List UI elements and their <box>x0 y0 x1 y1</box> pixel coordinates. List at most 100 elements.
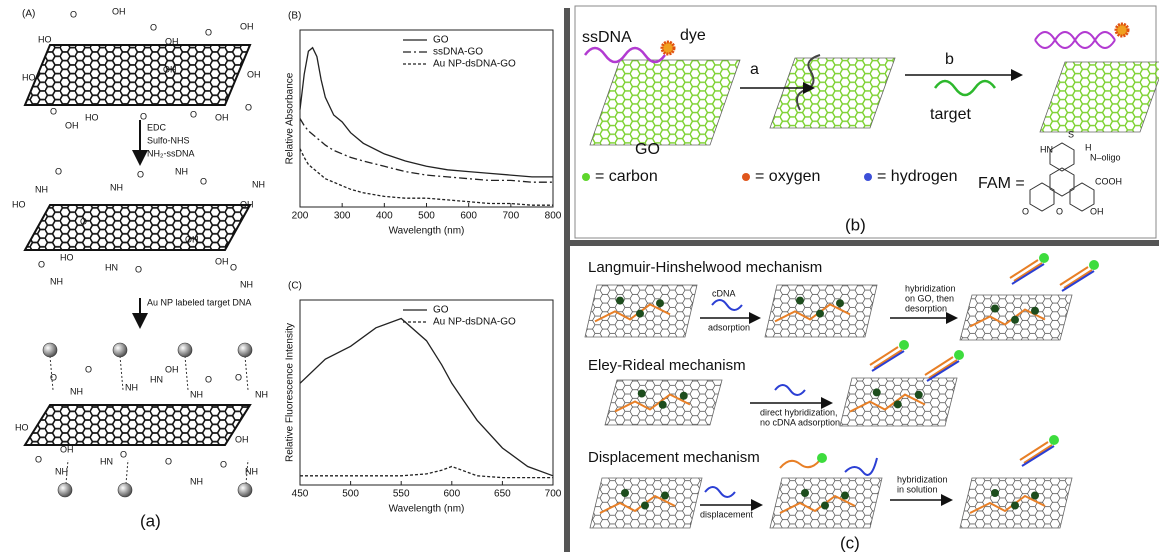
chem-label: OH <box>185 234 199 244</box>
chem-label: OH <box>165 36 179 46</box>
chem-label: NH <box>110 182 123 192</box>
free-probe <box>780 460 820 468</box>
x-tick-label: 450 <box>292 489 309 500</box>
series-line <box>300 149 553 206</box>
label: in solution <box>897 484 938 494</box>
dye <box>662 42 674 54</box>
linker <box>245 356 248 390</box>
chem-label: HN <box>100 456 113 466</box>
dye-dot <box>638 390 646 398</box>
graphene-sheet <box>25 45 250 105</box>
chem-label: O <box>1056 206 1063 216</box>
chem-label: OH <box>60 444 74 454</box>
y-axis-label: Relative Fluorescence Intensity <box>285 323 296 462</box>
chem-label: N–oligo <box>1090 152 1121 162</box>
dye-dot <box>661 492 669 500</box>
graphene-sheet <box>1040 62 1159 132</box>
label: hybridization <box>905 283 956 293</box>
dye-dot <box>836 299 844 307</box>
label: GO <box>635 141 660 158</box>
chem-label: NH <box>175 166 188 176</box>
chem-label: O <box>190 109 197 119</box>
duplex <box>925 357 957 378</box>
series-line <box>300 319 553 476</box>
dye-dot <box>991 489 999 497</box>
x-tick-label: 800 <box>545 211 562 222</box>
x-tick-label: 400 <box>376 211 393 222</box>
label: b <box>945 51 954 68</box>
chem-label: O <box>80 216 87 226</box>
divider <box>564 8 570 552</box>
mechanism-title: Displacement mechanism <box>588 449 760 466</box>
chem-label: O <box>230 262 237 272</box>
chem-label: O <box>235 372 242 382</box>
dye-dot <box>841 492 849 500</box>
chem-label: O <box>200 176 207 186</box>
dye-dot <box>680 392 688 400</box>
graphene-sheet <box>25 405 250 445</box>
dye-dot <box>894 400 902 408</box>
linker <box>185 356 188 390</box>
legend-label: Au NP-dsDNA-GO <box>433 317 516 328</box>
label: on GO, then <box>905 293 954 303</box>
dye-dot <box>1011 502 1019 510</box>
chem-label: HO <box>60 252 74 262</box>
dye-dot <box>1031 492 1039 500</box>
chem-label: O <box>35 454 42 464</box>
label: direct hybridization, <box>760 407 838 417</box>
chem-label: OH <box>215 112 229 122</box>
label: displacement <box>700 509 754 519</box>
chem-label: HO <box>38 34 52 44</box>
figure: (A)EDCSulfo-NHSNH₂-ssDNAAu NP labeled ta… <box>0 0 1159 552</box>
label: a <box>750 61 759 78</box>
graphene-sheet <box>770 58 895 128</box>
chem-label: OH <box>240 21 254 31</box>
chem-label: HN <box>105 262 118 272</box>
au-nanoparticle <box>58 483 72 497</box>
cdna <box>775 385 805 395</box>
x-tick-label: 650 <box>494 489 511 500</box>
chem-label: H <box>1085 142 1092 152</box>
dye <box>1116 24 1128 36</box>
chem-label: HN <box>1040 144 1053 154</box>
au-nanoparticle <box>113 343 127 357</box>
dye <box>1089 260 1099 270</box>
chem-label: O <box>150 22 157 32</box>
chem-label: OH <box>112 6 126 16</box>
label: EDC <box>147 122 167 132</box>
legend-dot <box>864 173 872 181</box>
legend-label: Au NP-dsDNA-GO <box>433 59 516 70</box>
chem-label: O <box>165 456 172 466</box>
x-tick-label: 600 <box>460 211 477 222</box>
duplex <box>1010 260 1042 281</box>
series-line <box>300 119 553 183</box>
divider <box>570 240 1159 246</box>
dye-dot <box>801 489 809 497</box>
dye-dot <box>1011 316 1019 324</box>
chem-label: NH <box>35 184 48 194</box>
legend-label: = hydrogen <box>877 168 958 185</box>
legend-label: GO <box>433 35 449 46</box>
chem-label: HN <box>150 374 163 384</box>
x-tick-label: 300 <box>334 211 351 222</box>
cdna <box>845 458 877 475</box>
dye-dot <box>1031 307 1039 315</box>
label: desorption <box>905 303 947 313</box>
chem-label: O <box>140 111 147 121</box>
dye-dot <box>616 297 624 305</box>
label: NH₂-ssDNA <box>147 148 195 158</box>
chem-label: O <box>50 372 57 382</box>
legend-label: = oxygen <box>755 168 820 185</box>
x-tick-label: 500 <box>342 489 359 500</box>
dye <box>954 350 964 360</box>
chem-label: O <box>205 27 212 37</box>
x-axis-label: Wavelength (nm) <box>389 226 465 237</box>
label: (c) <box>840 533 860 552</box>
y-axis-label: Relative Absorbance <box>285 72 296 164</box>
legend-label: ssDNA-GO <box>433 47 483 58</box>
x-tick-label: 600 <box>443 489 460 500</box>
dye-dot <box>656 299 664 307</box>
chem-label: O <box>137 169 144 179</box>
chem-label: O <box>50 106 57 116</box>
legend-label: GO <box>433 305 449 316</box>
